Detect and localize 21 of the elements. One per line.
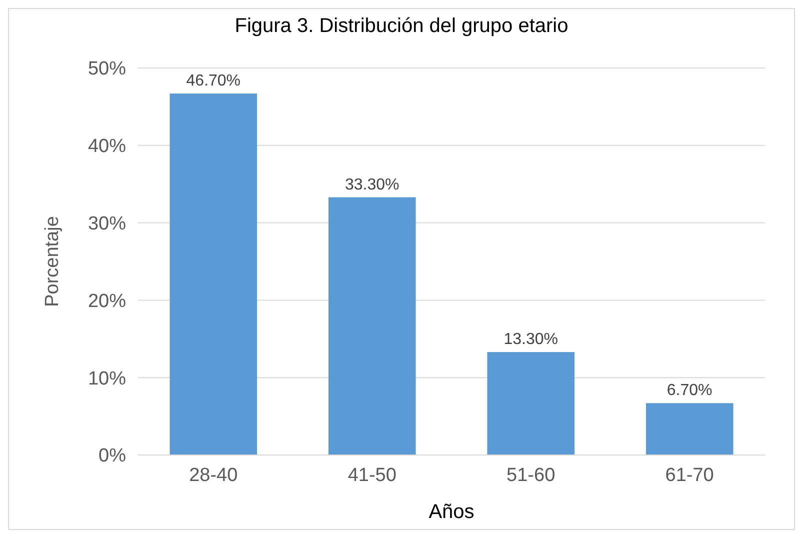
x-tick-label: 28-40 xyxy=(189,465,238,486)
x-tick-label: 51-60 xyxy=(506,465,556,486)
y-tick-label: 50% xyxy=(88,58,126,80)
y-tick-label: 30% xyxy=(88,213,126,234)
x-tick-label: 41-50 xyxy=(348,465,396,486)
y-tick-label: 40% xyxy=(88,136,126,158)
data-label: 46.70% xyxy=(186,72,241,90)
chart-title: Figura 3. Distribución del grupo etario xyxy=(234,15,568,37)
x-tick-label: 61-70 xyxy=(665,465,714,486)
y-tick-label: 10% xyxy=(88,368,126,390)
x-axis-title: Años xyxy=(428,501,474,523)
data-label: 6.70% xyxy=(666,382,712,400)
data-label: 33.30% xyxy=(345,176,400,194)
bar xyxy=(487,352,575,455)
bar xyxy=(328,197,416,455)
y-tick-label: 0% xyxy=(98,446,126,467)
bar xyxy=(646,403,734,455)
y-axis-title: Porcentaje xyxy=(42,216,63,307)
y-tick-label: 20% xyxy=(88,290,126,312)
data-label: 13.30% xyxy=(504,331,558,348)
bar xyxy=(170,94,258,455)
